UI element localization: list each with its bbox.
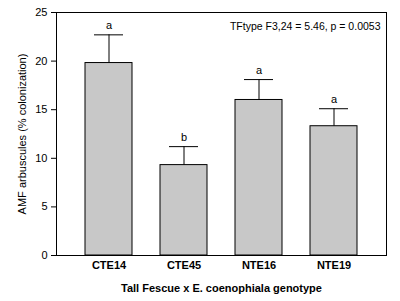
svg-text:CTE45: CTE45 bbox=[167, 259, 201, 271]
svg-text:b: b bbox=[181, 131, 187, 143]
svg-text:15: 15 bbox=[35, 103, 47, 115]
svg-text:Tall Fescue x E. coenophiala g: Tall Fescue x E. coenophiala genotype bbox=[121, 282, 322, 294]
svg-text:a: a bbox=[106, 19, 113, 31]
svg-text:10: 10 bbox=[35, 152, 47, 164]
svg-text:NTE19: NTE19 bbox=[317, 259, 351, 271]
svg-text:TFtype F3,24 = 5.46, p = 0.005: TFtype F3,24 = 5.46, p = 0.0053 bbox=[230, 20, 381, 32]
svg-text:0: 0 bbox=[41, 249, 47, 261]
svg-text:CTE14: CTE14 bbox=[92, 259, 127, 271]
svg-text:a: a bbox=[256, 64, 263, 76]
svg-text:a: a bbox=[331, 93, 338, 105]
svg-text:NTE16: NTE16 bbox=[242, 259, 276, 271]
svg-text:25: 25 bbox=[35, 6, 47, 18]
svg-text:AMF arbuscules (% colonization: AMF arbuscules (% colonization) bbox=[16, 54, 28, 215]
svg-text:20: 20 bbox=[35, 55, 47, 67]
svg-text:5: 5 bbox=[41, 200, 47, 212]
